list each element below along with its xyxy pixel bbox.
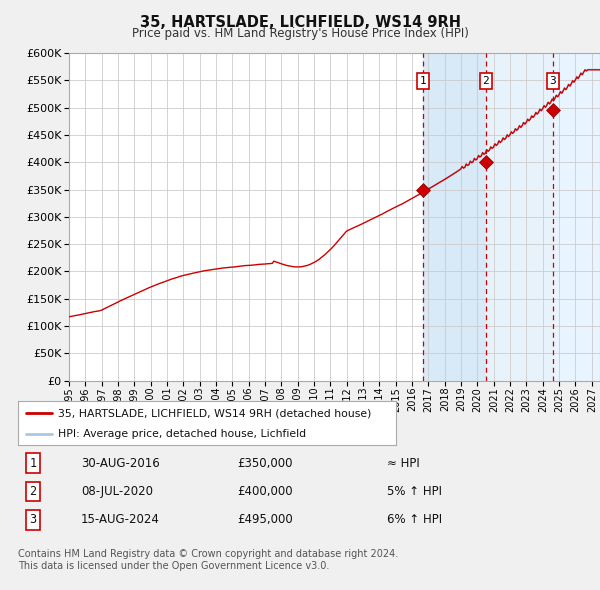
Text: 5% ↑ HPI: 5% ↑ HPI [387, 485, 442, 498]
Bar [553, 53, 600, 381]
Text: Contains HM Land Registry data © Crown copyright and database right 2024.: Contains HM Land Registry data © Crown c… [18, 549, 398, 559]
Text: 2: 2 [29, 485, 37, 498]
Text: 3: 3 [550, 76, 556, 86]
Text: £400,000: £400,000 [237, 485, 293, 498]
Text: 35, HARTSLADE, LICHFIELD, WS14 9RH: 35, HARTSLADE, LICHFIELD, WS14 9RH [139, 15, 461, 30]
Text: 08-JUL-2020: 08-JUL-2020 [81, 485, 153, 498]
Text: 2: 2 [482, 76, 490, 86]
Text: 30-AUG-2016: 30-AUG-2016 [81, 457, 160, 470]
Text: 3: 3 [29, 513, 37, 526]
Text: 1: 1 [29, 457, 37, 470]
Text: Price paid vs. HM Land Registry's House Price Index (HPI): Price paid vs. HM Land Registry's House … [131, 27, 469, 40]
Text: 35, HARTSLADE, LICHFIELD, WS14 9RH (detached house): 35, HARTSLADE, LICHFIELD, WS14 9RH (deta… [58, 408, 371, 418]
Text: HPI: Average price, detached house, Lichfield: HPI: Average price, detached house, Lich… [58, 428, 306, 438]
Bar [553, 53, 600, 381]
Text: 15-AUG-2024: 15-AUG-2024 [81, 513, 160, 526]
Bar [423, 53, 486, 381]
Text: 6% ↑ HPI: 6% ↑ HPI [387, 513, 442, 526]
Bar [486, 53, 553, 381]
Text: ≈ HPI: ≈ HPI [387, 457, 420, 470]
Text: £350,000: £350,000 [237, 457, 293, 470]
Text: 1: 1 [419, 76, 426, 86]
Text: £495,000: £495,000 [237, 513, 293, 526]
Text: This data is licensed under the Open Government Licence v3.0.: This data is licensed under the Open Gov… [18, 561, 329, 571]
